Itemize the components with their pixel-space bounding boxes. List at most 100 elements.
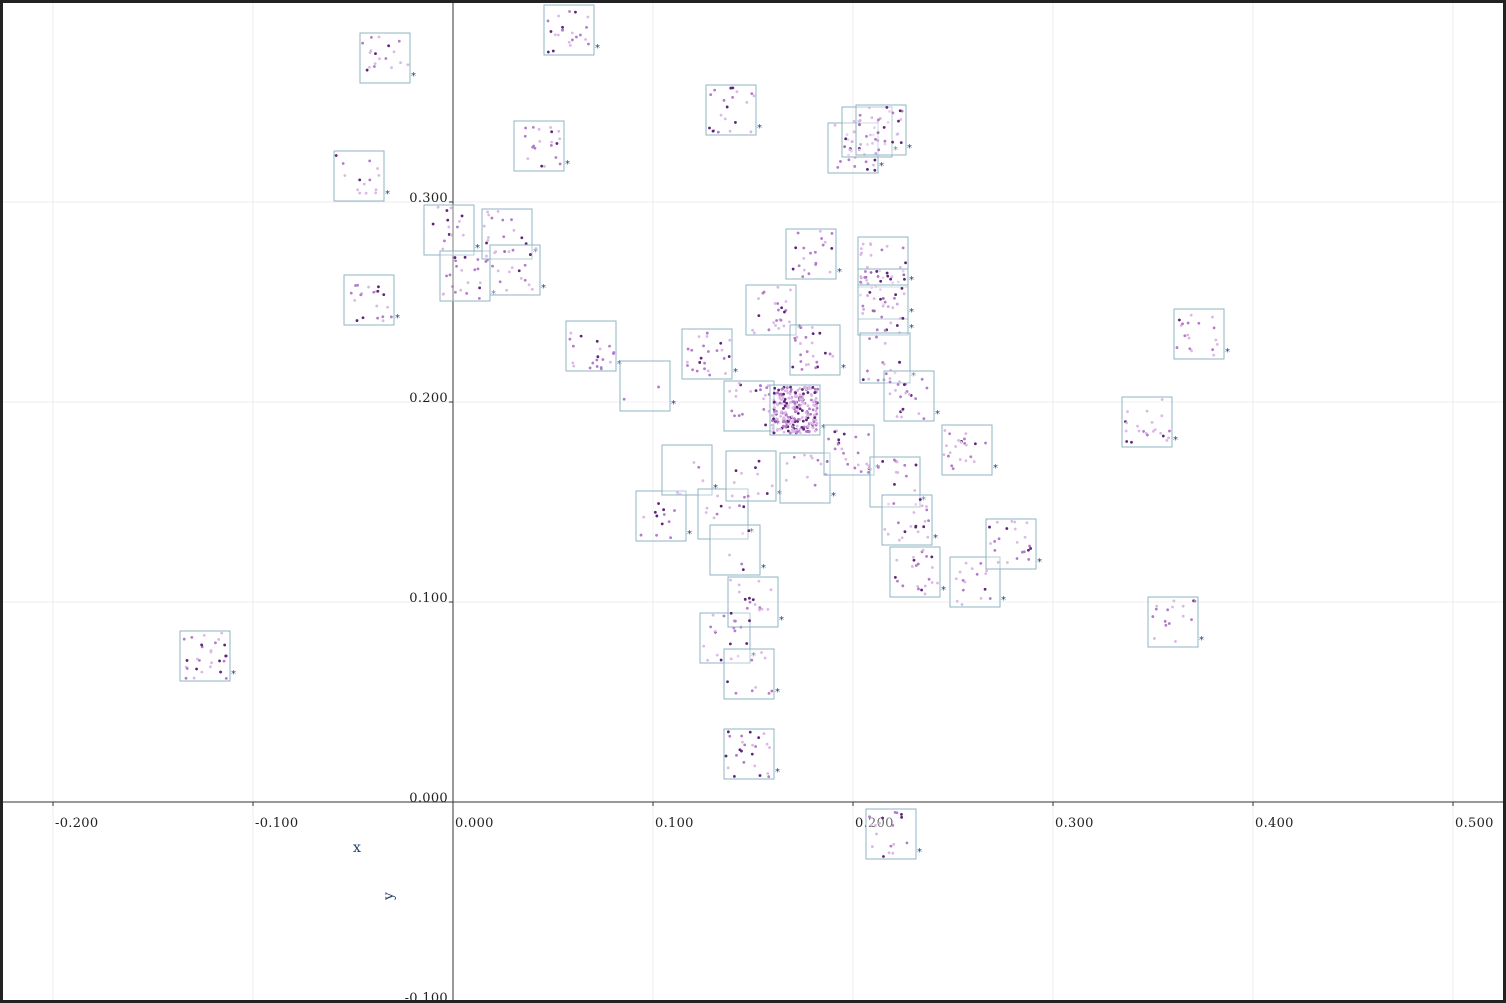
glyph-dot	[886, 532, 890, 536]
glyph-dot	[584, 38, 587, 41]
glyph-dot	[747, 529, 751, 533]
glyph-0[interactable]: *	[179, 630, 236, 682]
glyph-43[interactable]: *	[949, 556, 1006, 608]
glyph-dot	[804, 335, 808, 339]
glyph-44[interactable]: *	[985, 518, 1042, 570]
glyph-dot	[1153, 428, 1157, 432]
glyph-dot	[767, 328, 771, 332]
glyph-40[interactable]: *	[889, 546, 946, 598]
glyph-box	[727, 576, 779, 628]
glyph-dot	[960, 603, 964, 606]
glyph-dot	[875, 335, 878, 339]
glyph-dot	[531, 125, 535, 129]
glyph-15[interactable]: *	[697, 488, 754, 540]
glyph-dot	[853, 165, 857, 168]
glyph-10[interactable]: *	[565, 320, 622, 372]
glyph-dot	[782, 407, 785, 410]
glyph-dot	[764, 393, 767, 397]
glyph-20[interactable]: *	[723, 380, 780, 432]
glyph-13[interactable]: *	[661, 444, 718, 496]
glyph-dot	[801, 388, 804, 391]
glyph-24[interactable]: *	[745, 284, 802, 336]
glyph-41[interactable]: *	[865, 808, 922, 860]
glyph-37[interactable]: *	[869, 456, 926, 508]
glyph-36[interactable]: *	[859, 332, 916, 384]
glyph-dot	[1175, 346, 1179, 349]
glyph-39[interactable]: *	[881, 494, 938, 546]
glyph-11[interactable]: *	[619, 360, 676, 412]
glyph-23[interactable]: *	[723, 728, 780, 780]
glyph-dots	[988, 519, 1033, 564]
glyph-22[interactable]: *	[727, 576, 784, 628]
glyph-dot	[655, 533, 658, 537]
glyph-18[interactable]: *	[723, 648, 780, 700]
glyph-29[interactable]: *	[823, 424, 880, 476]
glyph-33[interactable]: *	[857, 236, 914, 288]
glyph-45[interactable]: *	[1121, 396, 1178, 448]
glyph-1[interactable]: *	[343, 274, 400, 326]
glyph-31[interactable]: *	[841, 106, 898, 158]
glyph-dot	[853, 466, 857, 470]
glyph-dot	[811, 426, 815, 430]
glyph-dot	[561, 28, 565, 32]
glyph-8[interactable]: *	[543, 4, 600, 56]
glyph-4[interactable]: *	[423, 204, 480, 256]
glyph-dot	[893, 483, 896, 486]
glyph-35[interactable]: *	[857, 284, 914, 336]
glyph-3[interactable]: *	[359, 32, 416, 84]
glyph-dot	[890, 275, 894, 279]
glyph-marker: *	[541, 283, 546, 294]
glyph-26[interactable]: *	[779, 452, 836, 504]
glyph-38[interactable]: *	[883, 370, 940, 422]
glyph-dot	[881, 276, 885, 280]
glyph-box	[343, 274, 395, 326]
glyph-dot	[715, 512, 719, 516]
glyph-dot	[752, 331, 756, 335]
glyph-16[interactable]: *	[709, 524, 766, 576]
glyph-34[interactable]: *	[857, 268, 914, 320]
glyph-dot	[202, 634, 206, 637]
glyph-28[interactable]: *	[789, 324, 846, 376]
glyph-dot	[719, 658, 723, 662]
glyph-dot	[546, 19, 550, 23]
glyph-25[interactable]: *	[769, 384, 826, 436]
glyph-2[interactable]: *	[333, 150, 390, 202]
glyph-dot	[708, 126, 711, 130]
glyph-dot	[809, 412, 813, 416]
glyph-dots	[431, 205, 465, 251]
glyph-46[interactable]: *	[1147, 596, 1204, 648]
glyph-dot	[847, 153, 850, 157]
glyph-17[interactable]: *	[699, 612, 756, 664]
glyph-dot	[784, 300, 788, 303]
glyph-dot	[374, 52, 377, 56]
glyph-dot	[705, 331, 709, 335]
glyph-19[interactable]: *	[705, 84, 762, 136]
glyph-dot	[512, 228, 516, 232]
glyph-dot	[844, 457, 848, 461]
glyph-14[interactable]: *	[681, 328, 738, 380]
glyph-27[interactable]: *	[785, 228, 842, 280]
glyph-dot	[886, 120, 890, 124]
glyph-dot	[876, 275, 880, 278]
glyph-9[interactable]: *	[513, 120, 570, 172]
glyph-dot	[377, 35, 381, 39]
glyph-dot	[706, 658, 709, 662]
glyph-dot	[916, 584, 920, 588]
glyph-dot	[958, 458, 962, 461]
glyph-dot	[753, 603, 757, 606]
glyph-dot	[459, 288, 463, 292]
glyph-32[interactable]: *	[855, 104, 912, 156]
glyph-dot	[527, 283, 531, 287]
glyph-dot	[852, 130, 856, 134]
glyph-47[interactable]: *	[1173, 308, 1230, 360]
glyph-7[interactable]: *	[489, 244, 546, 296]
glyph-12[interactable]: *	[635, 490, 692, 542]
glyph-42[interactable]: *	[941, 424, 998, 476]
glyph-21[interactable]: *	[725, 450, 782, 502]
glyph-dot	[608, 344, 611, 348]
glyph-dot	[879, 279, 883, 283]
glyph-dot	[445, 209, 449, 212]
glyph-dot	[779, 427, 782, 431]
glyph-dot	[740, 562, 744, 566]
glyph-dots	[361, 35, 410, 72]
